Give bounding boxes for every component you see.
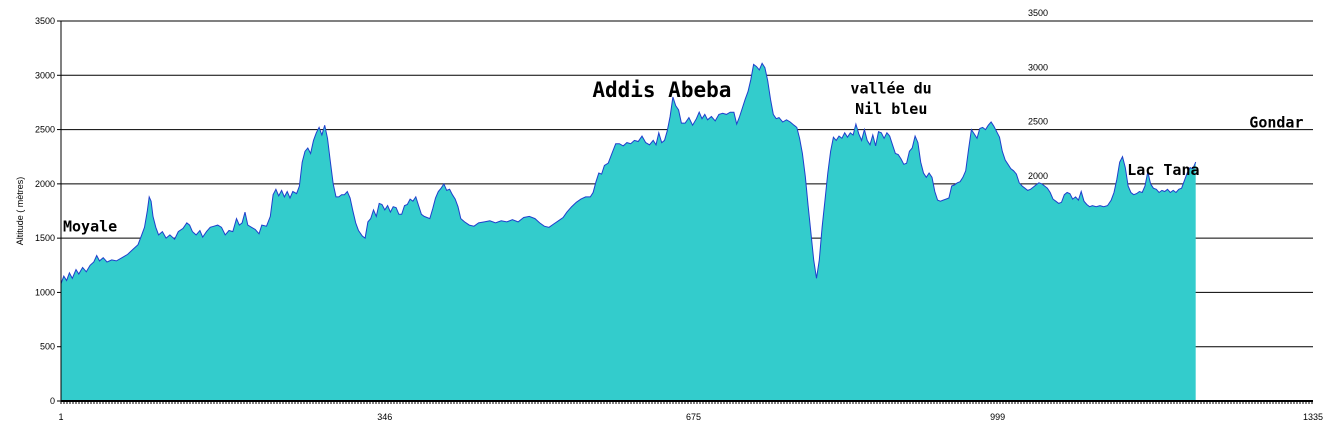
right-y-tick-label: 3000 xyxy=(1028,62,1048,72)
x-axis-ticks: 1 346 675 999 1335 xyxy=(58,412,1323,422)
x-tick-label: 346 xyxy=(377,412,392,422)
right-y-axis-ticks: 2000 2500 3000 3500 xyxy=(1028,8,1048,181)
right-y-tick-label: 2000 xyxy=(1028,171,1048,181)
y-tick-label: 2500 xyxy=(35,125,55,135)
x-tick-label: 1335 xyxy=(1303,412,1323,422)
annotation-label: vallée du xyxy=(850,80,931,98)
right-y-tick-label: 3500 xyxy=(1028,8,1048,18)
annotations: Moyale Addis Abeba vallée du Nil bleu Lac Ta… xyxy=(63,78,1303,236)
y-tick-label: 2000 xyxy=(35,179,55,189)
x-tick-label: 999 xyxy=(990,412,1005,422)
y-axis-ticks: 0 500 1000 1500 2000 2500 3000 3500 xyxy=(35,16,61,406)
y-tick-label: 500 xyxy=(40,342,55,352)
right-y-tick-label: 2500 xyxy=(1028,117,1048,127)
altitude-area xyxy=(61,63,1196,402)
y-tick-label: 1500 xyxy=(35,233,55,243)
annotation-label: Lac Tana xyxy=(1127,161,1199,179)
axes xyxy=(60,21,1313,404)
y-tick-label: 3500 xyxy=(35,16,55,26)
y-tick-label: 0 xyxy=(50,396,55,406)
y-tick-label: 1000 xyxy=(35,287,55,297)
x-tick-label: 675 xyxy=(686,412,701,422)
annotation-label: Addis Abeba xyxy=(592,78,731,102)
annotation-label: Gondar xyxy=(1249,113,1303,131)
altitude-line xyxy=(60,62,1197,284)
annotation-label: Nil bleu xyxy=(855,100,927,118)
y-axis-title: Altitude ( mètres) xyxy=(15,177,25,246)
x-tick-label: 1 xyxy=(58,412,63,422)
y-tick-label: 3000 xyxy=(35,70,55,80)
annotation-label: Moyale xyxy=(63,218,117,236)
